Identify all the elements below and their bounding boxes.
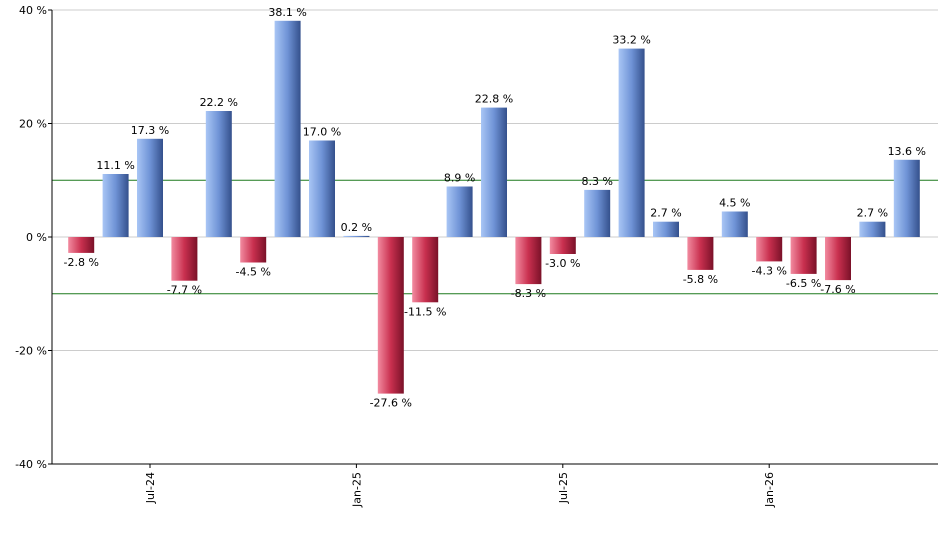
data-label: 17.0 % (303, 126, 341, 139)
data-label: 13.6 % (888, 145, 926, 158)
bar-positive (309, 140, 335, 237)
y-tick-label: 0 % (26, 231, 47, 244)
y-tick-label: -40 % (15, 458, 47, 471)
bar-negative (68, 237, 95, 253)
y-tick-label: -20 % (15, 345, 47, 358)
data-label: 22.8 % (475, 93, 513, 106)
data-label: 8.3 % (581, 175, 612, 188)
bar-negative (412, 237, 439, 303)
data-label: -7.6 % (820, 283, 855, 296)
bar-positive (653, 221, 679, 237)
bar-positive (343, 235, 370, 237)
data-label: -4.5 % (235, 266, 270, 279)
bar-negative (756, 237, 783, 262)
data-label: 2.7 % (857, 207, 888, 220)
bar-negative (687, 237, 714, 270)
bar-positive (893, 159, 920, 237)
bar-positive (618, 48, 645, 237)
bar-positive (859, 221, 886, 237)
bar-positive (481, 107, 507, 237)
bars (68, 20, 920, 394)
y-tick-label: 40 % (19, 4, 47, 17)
bar-positive (584, 189, 611, 237)
bar-negative (790, 237, 817, 274)
data-label: 22.2 % (200, 96, 238, 109)
data-label: 11.1 % (96, 159, 134, 172)
bar-negative (171, 237, 198, 281)
data-label: 33.2 % (612, 34, 650, 47)
data-label: -11.5 % (404, 305, 446, 318)
data-label: 17.3 % (131, 124, 169, 137)
x-tick-label: Jul-24 (144, 472, 157, 504)
bar-positive (446, 186, 473, 237)
data-label: -27.6 % (370, 397, 412, 410)
y-tick-label: 20 % (19, 118, 47, 131)
x-tick-label: Jul-25 (557, 472, 570, 504)
bar-negative (377, 237, 404, 394)
x-tick-label: Jan-26 (763, 472, 776, 508)
data-label: 4.5 % (719, 197, 750, 210)
data-label: 0.2 % (341, 221, 372, 234)
bar-negative (240, 237, 267, 263)
data-label: -8.3 % (511, 287, 546, 300)
data-label: 2.7 % (650, 207, 681, 220)
data-label: -2.8 % (63, 256, 98, 269)
data-label: 38.1 % (268, 6, 306, 19)
data-label: -5.8 % (683, 273, 718, 286)
bar-negative (825, 237, 851, 281)
x-tick-label: Jan-25 (350, 472, 363, 508)
data-label: -3.0 % (545, 257, 580, 270)
data-label: 8.9 % (444, 172, 475, 185)
bar-negative (515, 237, 542, 285)
axes: 40 % 20 % 0 % -20 % -40 % Jul-24 Jan-25 Jul-25 J… (15, 4, 938, 508)
bar-positive (205, 111, 232, 237)
bar-negative (549, 237, 576, 254)
bar-positive (274, 20, 301, 237)
bar-positive (102, 174, 129, 237)
bar-positive (137, 138, 163, 237)
data-label: -6.5 % (786, 277, 821, 290)
data-label: -4.3 % (751, 264, 786, 277)
bar-positive (721, 211, 748, 237)
data-labels: -2.8 % 11.1 % 17.3 % -7.7 % 22.2 % -4.5 % 38.1… (63, 6, 926, 410)
data-label: -7.7 % (167, 284, 202, 297)
